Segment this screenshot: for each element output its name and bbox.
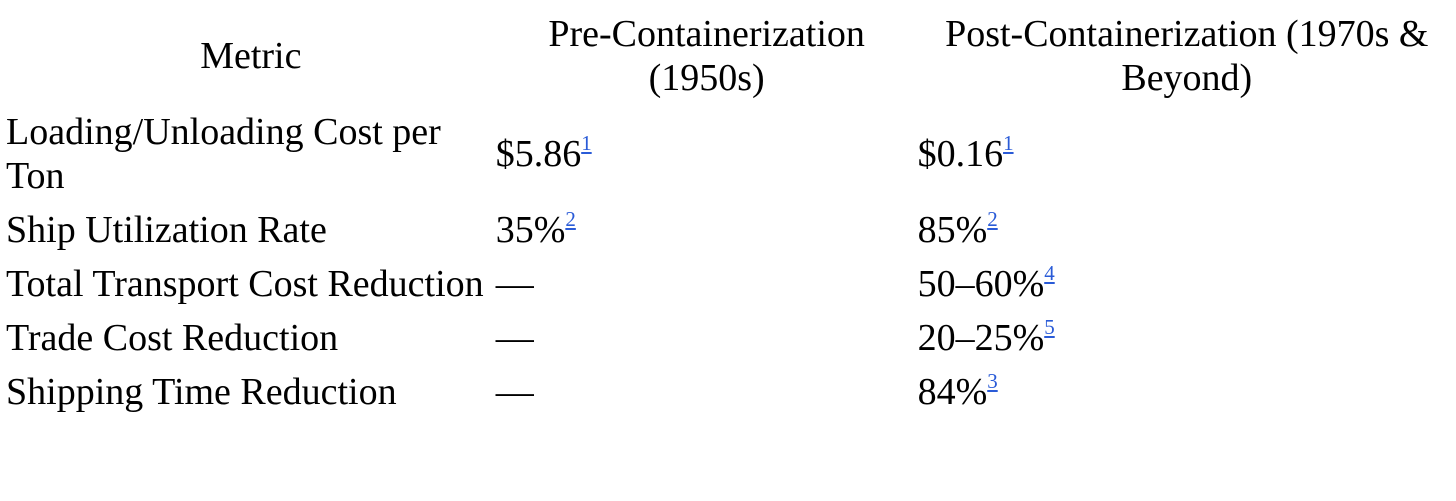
footnote-link[interactable]: 1	[1003, 131, 1014, 155]
footnote-link[interactable]: 3	[987, 369, 998, 393]
table-row: Total Transport Cost Reduction — 50–60%4	[6, 258, 1456, 312]
footnote-ref: 4	[1044, 261, 1055, 285]
pre-value-cell: —	[496, 366, 918, 420]
post-value: 20–25%	[917, 317, 1045, 359]
footnote-ref: 2	[987, 207, 998, 231]
comparison-table: Metric Pre-Containerization (1950s) Post…	[6, 8, 1456, 420]
pre-value: —	[495, 371, 534, 413]
footnote-link[interactable]: 4	[1044, 261, 1055, 285]
post-value-cell: 84%3	[918, 366, 1456, 420]
post-value: 84%	[917, 371, 988, 413]
table-row: Loading/Unloading Cost per Ton $5.861 $0…	[6, 106, 1456, 204]
post-value: $0.16	[917, 133, 1004, 175]
pre-value-cell: —	[496, 312, 918, 366]
post-value-cell: 20–25%5	[918, 312, 1456, 366]
metric-cell: Ship Utilization Rate	[6, 209, 327, 251]
header-pre-containerization: Pre-Containerization (1950s)	[548, 13, 865, 99]
pre-value: $5.86	[495, 133, 582, 175]
footnote-link[interactable]: 2	[565, 207, 576, 231]
pre-value-cell: 35%2	[496, 204, 918, 258]
pre-value-cell: —	[496, 258, 918, 312]
footnote-ref: 2	[565, 207, 576, 231]
metric-cell: Loading/Unloading Cost per Ton	[6, 111, 441, 197]
header-metric: Metric	[200, 35, 302, 77]
metric-cell: Shipping Time Reduction	[6, 371, 397, 413]
table-row: Shipping Time Reduction — 84%3	[6, 366, 1456, 420]
footnote-ref: 1	[581, 131, 592, 155]
footnote-link[interactable]: 2	[987, 207, 998, 231]
pre-value-cell: $5.861	[496, 106, 918, 204]
footnote-ref: 3	[987, 369, 998, 393]
post-value-cell: 85%2	[918, 204, 1456, 258]
pre-value: —	[495, 263, 534, 305]
header-row: Metric Pre-Containerization (1950s) Post…	[6, 8, 1456, 106]
footnote-ref: 1	[1003, 131, 1014, 155]
table-row: Ship Utilization Rate 35%2 85%2	[6, 204, 1456, 258]
metric-cell: Total Transport Cost Reduction	[6, 263, 484, 305]
post-value: 50–60%	[917, 263, 1045, 305]
pre-value: —	[495, 317, 534, 359]
post-value: 85%	[917, 209, 988, 251]
footnote-ref: 5	[1044, 315, 1055, 339]
header-post-containerization: Post-Containerization (1970s & Beyond)	[945, 13, 1429, 99]
table-row: Trade Cost Reduction — 20–25%5	[6, 312, 1456, 366]
footnote-link[interactable]: 1	[581, 131, 592, 155]
metric-cell: Trade Cost Reduction	[6, 317, 339, 359]
pre-value: 35%	[495, 209, 566, 251]
footnote-link[interactable]: 5	[1044, 315, 1055, 339]
post-value-cell: 50–60%4	[918, 258, 1456, 312]
post-value-cell: $0.161	[918, 106, 1456, 204]
